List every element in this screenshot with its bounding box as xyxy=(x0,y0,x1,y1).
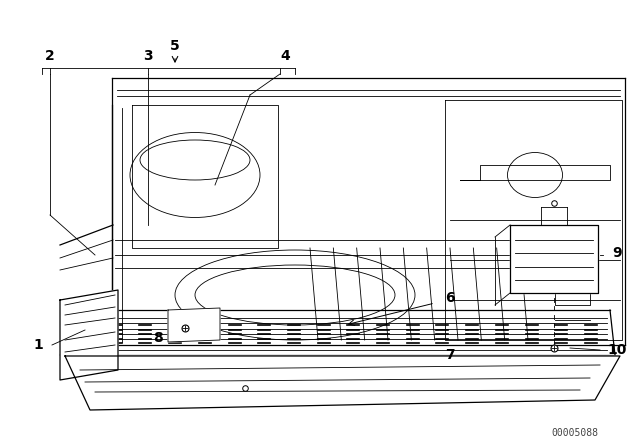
Polygon shape xyxy=(168,308,220,342)
Text: 6: 6 xyxy=(445,291,455,305)
Text: 5: 5 xyxy=(170,39,180,53)
Polygon shape xyxy=(510,225,598,293)
Text: 4: 4 xyxy=(280,49,290,63)
Text: 7: 7 xyxy=(445,348,455,362)
Text: 9: 9 xyxy=(612,246,622,260)
Text: 2: 2 xyxy=(45,49,55,63)
Text: 3: 3 xyxy=(143,49,153,63)
Text: 00005088: 00005088 xyxy=(551,428,598,438)
Text: 1: 1 xyxy=(33,338,43,352)
Polygon shape xyxy=(60,290,118,380)
Text: 8: 8 xyxy=(153,331,163,345)
Text: 10: 10 xyxy=(607,343,627,357)
Polygon shape xyxy=(65,356,620,410)
